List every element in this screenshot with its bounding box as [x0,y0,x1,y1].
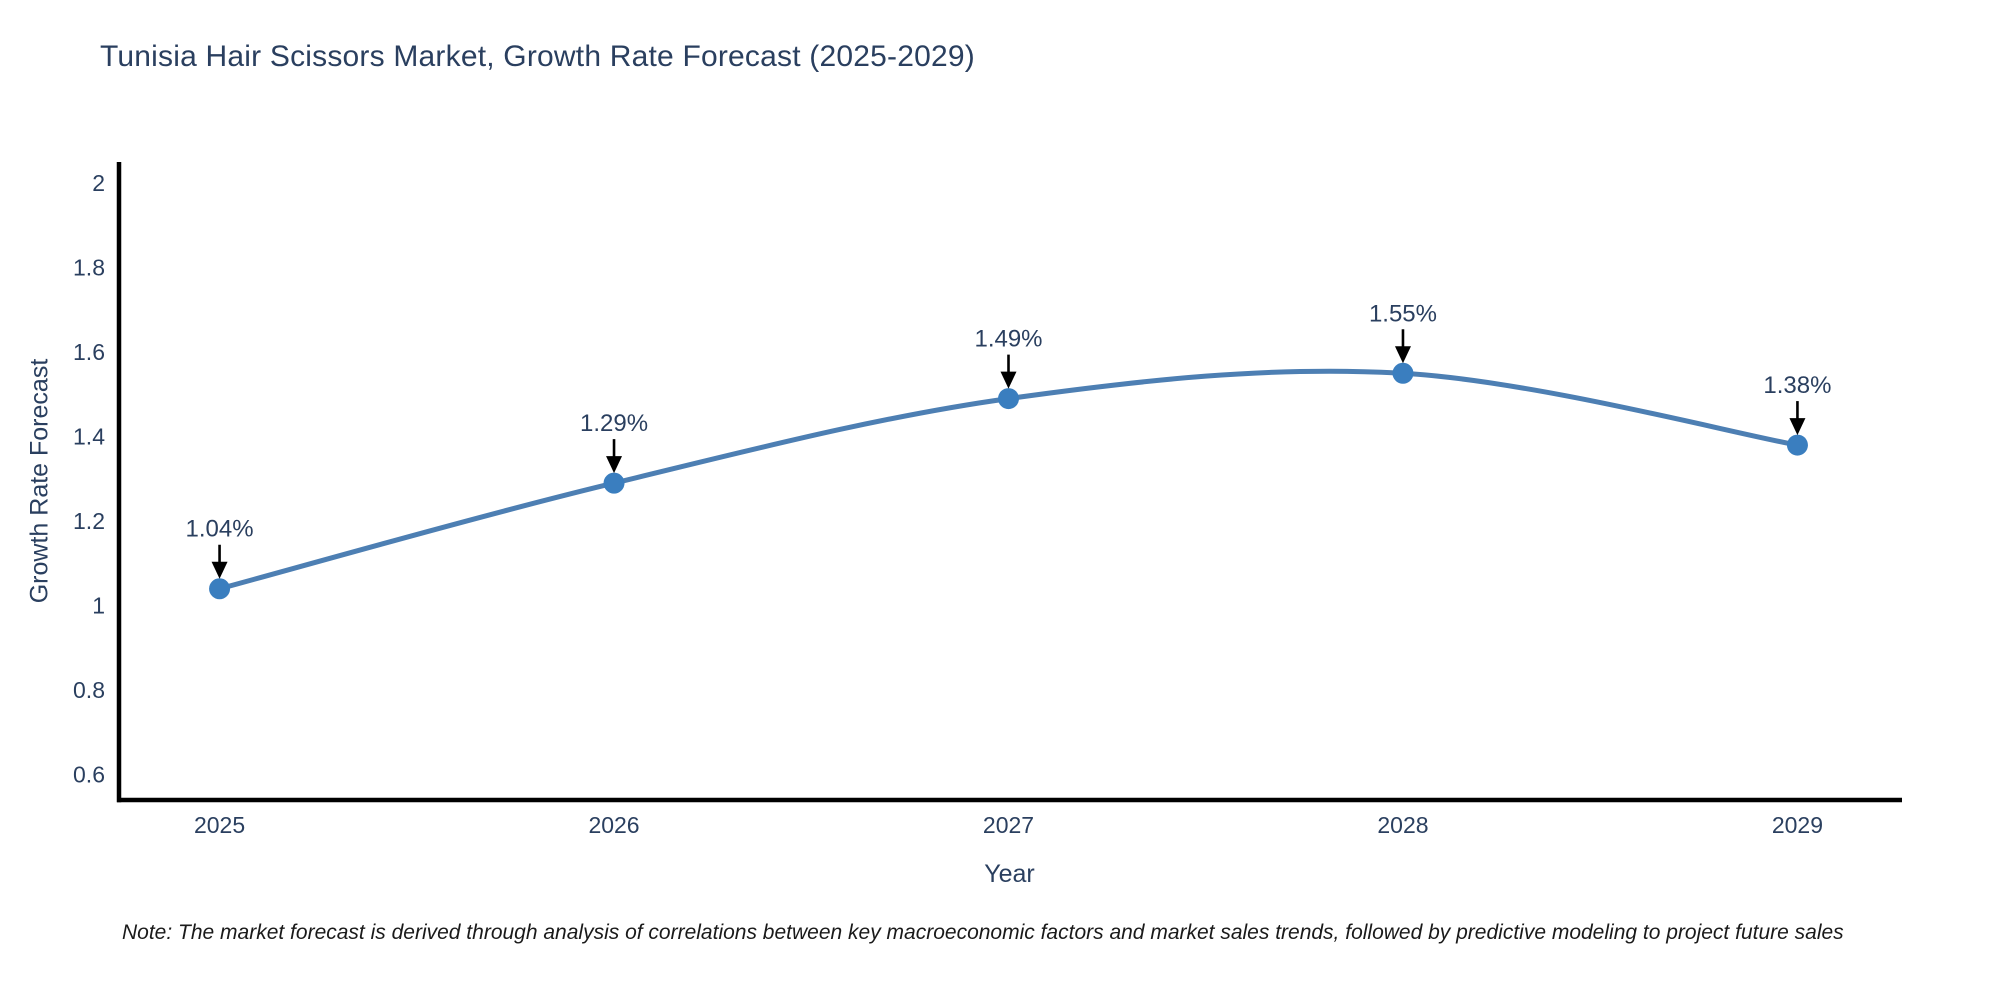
annotation-arrow-head [211,561,228,579]
y-tick-label: 1.2 [73,508,105,534]
y-tick-label: 1.4 [73,424,105,450]
y-tick-label: 1 [92,593,105,619]
x-tick-label: 2027 [983,812,1034,838]
chart-title: Tunisia Hair Scissors Market, Growth Rat… [100,40,975,73]
y-tick-label: 2 [92,170,105,196]
data-point-label: 1.55% [1369,300,1437,327]
data-point-label: 1.38% [1763,372,1831,399]
x-axis-title: Year [984,860,1035,888]
x-tick-label: 2025 [194,812,245,838]
data-point-marker [1786,434,1808,456]
y-axis-title: Growth Rate Forecast [25,358,54,604]
y-tick-label: 1.6 [73,339,105,365]
x-tick-label: 2028 [1377,812,1428,838]
data-point-marker [998,388,1019,410]
annotation-arrow-head [1789,418,1806,436]
data-point-label: 1.49% [974,326,1042,353]
y-tick-label: 0.8 [73,677,105,703]
annotation-arrow-head [606,456,623,474]
chart-footnote: Note: The market forecast is derived thr… [122,921,1844,944]
y-tick-label: 0.6 [73,762,105,788]
data-point-marker [603,472,625,494]
x-tick-label: 2026 [588,812,639,838]
x-tick-label: 2029 [1772,812,1823,838]
annotation-arrow-head [1000,371,1017,389]
data-point-marker [209,578,231,600]
y-tick-label: 1.8 [73,255,105,281]
data-point-label: 1.29% [580,410,648,437]
data-point-label: 1.04% [186,516,254,543]
data-point-marker [1392,362,1414,384]
annotation-arrow-head [1394,346,1411,364]
